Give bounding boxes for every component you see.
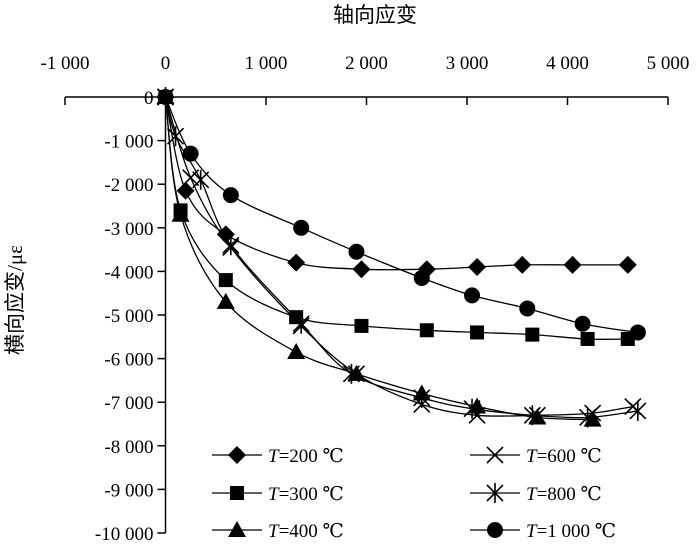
data-point-2 [354, 318, 369, 333]
x-tick-label: 4 000 [546, 53, 589, 74]
legend-marker-4 [486, 446, 504, 464]
legend-var: T [268, 484, 280, 505]
data-point-6 [182, 145, 199, 162]
x-tick-label: -1 000 [40, 53, 89, 74]
legend-var: T [268, 446, 280, 467]
data-point-2 [470, 325, 485, 340]
legend-marker-1 [228, 446, 246, 464]
y-tick-label: -2 000 [104, 175, 153, 196]
data-point-2 [289, 310, 304, 325]
legend-label-5: T=800 ℃ [526, 484, 602, 505]
x-tick-label: 5 000 [647, 53, 690, 74]
data-point-5 [523, 405, 541, 426]
y-tick-label: -4 000 [104, 262, 153, 283]
series-line-1 [164, 96, 628, 271]
y-axis-title: 横向应变/με [3, 245, 27, 355]
data-point-5 [222, 235, 240, 256]
series-line-5 [164, 96, 638, 419]
data-point-5 [342, 363, 360, 384]
legend-marker-2 [230, 486, 244, 500]
legend-text: =200 ℃ [279, 446, 344, 467]
data-point-1 [563, 255, 582, 274]
legend-label-4: T=600 ℃ [526, 446, 602, 467]
data-point-1 [287, 253, 306, 272]
legend-text: =300 ℃ [279, 484, 344, 505]
x-tick-label: 3 000 [446, 53, 489, 74]
data-point-4 [182, 169, 200, 187]
data-point-6 [157, 89, 174, 105]
legend-var: T [268, 521, 280, 542]
data-point-5 [292, 313, 310, 334]
y-tick-label: -6 000 [104, 350, 153, 371]
data-point-5 [413, 387, 431, 408]
data-point-5 [166, 126, 185, 147]
data-point-5 [463, 398, 481, 419]
data-point-6 [413, 269, 430, 286]
x-tick-label: 1 000 [245, 53, 288, 74]
legend-text: =800 ℃ [537, 484, 602, 505]
data-point-1 [468, 258, 487, 277]
data-point-3 [287, 343, 306, 360]
y-tick-label: -9 000 [104, 480, 153, 501]
data-point-1 [352, 260, 371, 279]
legend-text: =400 ℃ [279, 521, 344, 542]
legend-label-2: T=300 ℃ [268, 484, 344, 505]
series-line-3 [164, 96, 593, 421]
y-tick-label: -3 000 [104, 219, 153, 240]
series-markers [156, 87, 647, 428]
x-axis-title: 轴向应变 [333, 3, 417, 27]
axes-group: -1 000 0 1 000 2 000 3 000 4 000 5 000 0 -1 000 -… [40, 53, 689, 545]
x-tick-label: 0 [161, 53, 171, 74]
data-point-1 [513, 255, 532, 274]
data-point-5 [579, 407, 597, 428]
legend-text: =1 000 ℃ [537, 521, 616, 542]
x-tick-label: 2 000 [345, 53, 388, 74]
data-point-1 [176, 181, 195, 200]
data-point-3 [171, 205, 190, 222]
data-point-1 [618, 255, 637, 274]
data-point-5 [192, 169, 210, 190]
y-tick-label: -7 000 [104, 393, 153, 414]
data-point-6 [629, 324, 646, 341]
y-tick-label: -5 000 [104, 306, 153, 327]
data-point-6 [293, 219, 310, 236]
data-point-2 [525, 327, 540, 342]
legend-label-6: T=1 000 ℃ [526, 521, 616, 542]
data-point-6 [464, 287, 481, 304]
data-point-2 [580, 331, 595, 346]
data-point-6 [519, 300, 536, 317]
series-line-4 [164, 96, 633, 417]
data-point-3 [216, 292, 235, 309]
legend: T=200 ℃T=300 ℃T=400 ℃T=600 ℃T=800 ℃T=1 0… [212, 446, 616, 542]
y-tick-label: -10 000 [95, 524, 154, 545]
data-point-2 [218, 273, 233, 288]
y-tick-label: -8 000 [104, 437, 153, 458]
legend-var: T [526, 521, 538, 542]
legend-marker-3 [228, 521, 246, 537]
series-line-6 [164, 96, 638, 334]
data-point-6 [348, 243, 365, 260]
series-lines [164, 96, 638, 421]
legend-var: T [526, 446, 538, 467]
series-line-2 [164, 96, 628, 340]
legend-marker-5 [486, 483, 504, 503]
legend-var: T [526, 484, 538, 505]
legend-marker-6 [487, 522, 503, 538]
data-point-6 [222, 187, 239, 204]
y-tick-label: 0 [144, 88, 154, 109]
legend-label-3: T=400 ℃ [268, 521, 344, 542]
data-point-5 [629, 400, 647, 421]
data-point-2 [419, 323, 434, 338]
legend-text: =600 ℃ [537, 446, 602, 467]
data-point-6 [574, 315, 591, 332]
legend-label-1: T=200 ℃ [268, 446, 344, 467]
y-tick-label: -1 000 [104, 132, 153, 153]
